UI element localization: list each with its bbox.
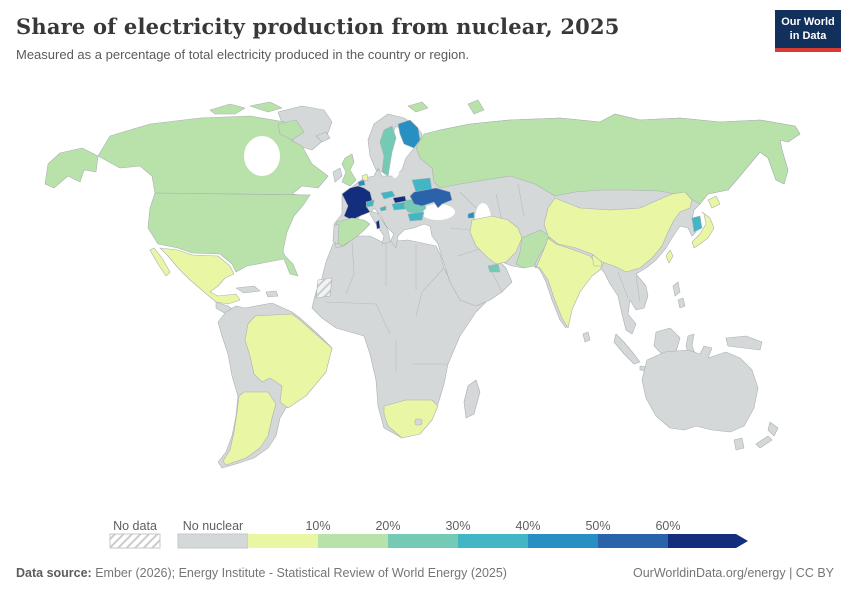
country-hungary[interactable] xyxy=(391,201,407,211)
country-south-africa[interactable] xyxy=(383,399,439,439)
country-taiwan[interactable] xyxy=(665,249,674,264)
data-source-label: Data source: xyxy=(16,566,92,580)
country-ireland[interactable] xyxy=(332,167,343,183)
country-india[interactable] xyxy=(533,237,605,329)
legend-swatch-0-10[interactable] xyxy=(248,534,318,548)
country-bulgaria[interactable] xyxy=(407,211,425,222)
country-hispaniola[interactable] xyxy=(265,290,279,298)
country-madagascar[interactable] xyxy=(463,379,481,419)
africa-border-lines xyxy=(325,238,448,372)
country-switzerland[interactable] xyxy=(365,199,375,208)
data-source-text: Ember (2026); Energy Institute - Statist… xyxy=(91,566,507,580)
world-map-svg xyxy=(44,99,801,469)
legend-tick-50: 50% xyxy=(585,519,610,533)
footer-link[interactable]: OurWorldinData.org/energy | CC BY xyxy=(632,566,834,580)
owid-logo-line2: in Data xyxy=(789,30,827,42)
country-uae[interactable] xyxy=(487,263,501,273)
legend-tick-10: 10% xyxy=(305,519,330,533)
country-slovenia[interactable] xyxy=(379,205,387,212)
country-sweden[interactable] xyxy=(379,125,397,177)
baltic-sea xyxy=(390,154,400,178)
country-finland[interactable] xyxy=(397,119,421,149)
country-iran[interactable] xyxy=(469,215,523,265)
country-uk[interactable] xyxy=(341,153,357,187)
chart-header: Share of electricity production from nuc… xyxy=(16,14,756,62)
legend-tick-60: 60% xyxy=(655,519,680,533)
chart-footer: Data source: Ember (2026); Energy Instit… xyxy=(16,566,834,580)
hudson-bay xyxy=(244,136,280,176)
legend-swatch-50-60[interactable] xyxy=(598,534,668,548)
country-south-korea[interactable] xyxy=(691,215,703,233)
country-japan[interactable] xyxy=(691,195,721,249)
world-map xyxy=(40,95,810,507)
country-pakistan[interactable] xyxy=(515,229,551,269)
country-canada[interactable] xyxy=(97,115,329,197)
country-czechia[interactable] xyxy=(380,190,396,200)
country-russia[interactable] xyxy=(415,113,801,205)
legend-swatch-10-20[interactable] xyxy=(318,534,388,548)
country-africa-base[interactable] xyxy=(311,235,487,439)
legend-swatch-40-50[interactable] xyxy=(528,534,598,548)
country-belgium[interactable] xyxy=(357,179,366,187)
legend-swatch-30-40[interactable] xyxy=(458,534,528,548)
chart-title: Share of electricity production from nuc… xyxy=(16,14,620,39)
legend-swatch-20-30[interactable] xyxy=(388,534,458,548)
country-corsica[interactable] xyxy=(375,219,381,230)
country-mexico[interactable] xyxy=(149,247,241,305)
country-australia[interactable] xyxy=(641,345,759,451)
owid-logo[interactable]: Our World in Data xyxy=(775,10,841,52)
country-cuba[interactable] xyxy=(235,285,261,294)
country-western-sahara[interactable] xyxy=(315,277,333,299)
map-legend: No data No nuclear 10% 20% 30% 40% 50% 6… xyxy=(0,512,850,560)
legend-swatch-60-plus[interactable] xyxy=(668,534,748,548)
country-papua-new-guinea[interactable] xyxy=(725,335,763,351)
black-sea xyxy=(421,204,455,220)
country-iceland[interactable] xyxy=(315,131,331,143)
country-new-zealand[interactable] xyxy=(755,421,779,449)
data-source: Data source: Ember (2026); Energy Instit… xyxy=(16,566,507,580)
country-argentina[interactable] xyxy=(222,391,277,466)
country-usa[interactable] xyxy=(147,192,311,277)
country-lesotho[interactable] xyxy=(414,418,423,426)
country-canada-arctic-islands[interactable] xyxy=(209,101,305,141)
legend-no-nuclear-label: No nuclear xyxy=(183,519,243,533)
legend-no-data-label: No data xyxy=(113,519,157,533)
legend-tick-40: 40% xyxy=(515,519,540,533)
country-china[interactable] xyxy=(543,191,693,273)
country-portugal[interactable] xyxy=(332,223,340,245)
legend-tick-20: 20% xyxy=(375,519,400,533)
country-ukraine[interactable] xyxy=(409,187,453,209)
owid-logo-line1: Our World xyxy=(781,15,835,28)
legend-swatch-no-data[interactable] xyxy=(109,533,161,549)
chart-subtitle: Measured as a percentage of total electr… xyxy=(16,47,470,63)
country-sri-lanka[interactable] xyxy=(582,331,591,343)
country-armenia[interactable] xyxy=(467,211,475,219)
legend-svg: No data No nuclear 10% 20% 30% 40% 50% 6… xyxy=(109,519,748,549)
asia-border-lines xyxy=(449,183,641,303)
country-brazil[interactable] xyxy=(244,313,333,409)
country-alaska[interactable] xyxy=(44,147,99,189)
legend-swatch-no-nuclear[interactable] xyxy=(177,533,249,549)
country-france[interactable] xyxy=(341,185,373,221)
country-netherlands[interactable] xyxy=(361,173,369,182)
country-arctic-islands[interactable] xyxy=(407,99,485,115)
country-philippines[interactable] xyxy=(672,281,686,309)
legend-tick-30: 30% xyxy=(445,519,470,533)
